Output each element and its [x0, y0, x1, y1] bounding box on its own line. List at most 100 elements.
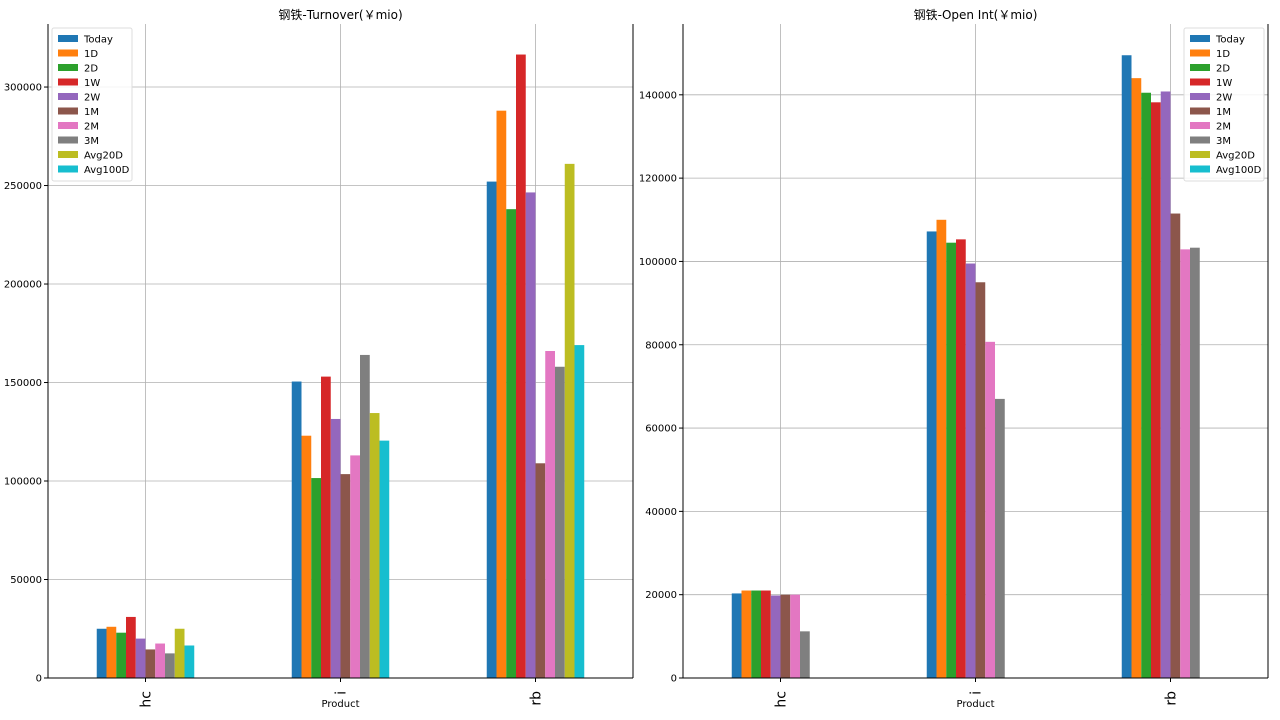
bar-avg100d-hc: [184, 645, 195, 678]
bar-3m-hc: [165, 653, 175, 678]
legend-label-2d: 2D: [1216, 64, 1230, 75]
legend-label-1w: 1W: [1216, 78, 1232, 89]
x-tick-label-i: i: [334, 691, 350, 695]
bar-1d-i: [301, 435, 312, 678]
bar-1w-i: [321, 376, 331, 678]
bar-1m-rb: [1170, 213, 1181, 678]
bar-2m-rb: [545, 351, 555, 678]
y-tick-label: 300000: [4, 83, 42, 94]
legend-label-1m: 1M: [1216, 107, 1231, 118]
legend-swatch-3m: [1190, 136, 1210, 144]
bar-avg20d-rb: [564, 163, 575, 678]
y-tick-label: 150000: [4, 378, 42, 389]
x-tick-label-hc: hc: [139, 691, 155, 708]
bar-1d-hc: [106, 626, 117, 678]
legend-label-avg100d: Avg100D: [84, 165, 130, 176]
legend-label-1d: 1D: [84, 49, 98, 60]
legend-swatch-1w: [1190, 78, 1210, 86]
legend-swatch-avg20d: [58, 151, 78, 158]
bar-2w-rb: [1160, 91, 1171, 679]
chart-title: 钢铁-Open Int(￥mio): [914, 8, 1038, 22]
bar-2w-i: [965, 263, 976, 678]
bar-1d-hc: [741, 590, 752, 678]
bar-3m-i: [360, 354, 370, 678]
legend-swatch-today: [1190, 35, 1210, 42]
open-interest-chart: 0 20000 40000 60000 80000 100000 120000 140000 h…: [639, 8, 1269, 710]
bar-1m-hc: [145, 649, 156, 678]
y-tick-label: 80000: [645, 340, 677, 351]
bar-2d-hc: [116, 632, 126, 678]
legend-label-avg20d: Avg20D: [84, 151, 123, 162]
bar-1w-i: [956, 239, 966, 678]
bar-2w-rb: [525, 192, 536, 679]
legend: Today 1D 2D 1W 2W 1M 2M 3M Avg20D Avg100D: [51, 27, 133, 182]
y-tick-label: 60000: [645, 424, 677, 435]
legend-swatch-avg100d: [1190, 165, 1210, 173]
bar-2d-i: [946, 242, 956, 678]
legend-swatch-1m: [1190, 107, 1210, 115]
bar-1d-rb: [496, 110, 507, 679]
bar-3m-rb: [555, 366, 565, 678]
y-tick-label: 140000: [639, 90, 677, 101]
bar-2m-rb: [1180, 249, 1190, 678]
legend-swatch-1m: [58, 107, 78, 115]
bar-3m-rb: [1190, 247, 1200, 678]
bar-today-rb: [1121, 55, 1132, 678]
y-tick-label: 20000: [645, 590, 677, 601]
bar-avg100d-i: [379, 440, 390, 678]
legend-label-2m: 2M: [1216, 122, 1231, 133]
legend-label-avg20d: Avg20D: [1216, 151, 1255, 162]
bar-today-hc: [731, 593, 742, 678]
legend-swatch-2w: [58, 93, 78, 100]
bar-today-hc: [96, 628, 107, 678]
turnover-chart: 0 50000 100000 150000 200000 250000 300000 hc i r…: [4, 8, 634, 710]
legend-swatch-today: [58, 35, 78, 42]
legend-label-1m: 1M: [84, 107, 99, 118]
legend-swatch-2w: [1190, 93, 1210, 100]
legend-label-2m: 2M: [84, 122, 99, 133]
legend-swatch-3m: [58, 136, 78, 144]
bar-today-i: [926, 231, 937, 678]
bar-2m-i: [985, 341, 995, 678]
bar-2m-hc: [155, 643, 165, 678]
legend-label-1d: 1D: [1216, 49, 1230, 60]
y-tick-label: 100000: [4, 477, 42, 488]
bar-2w-hc: [770, 595, 781, 678]
x-axis-label: Product: [957, 699, 995, 710]
y-tick-label: 200000: [4, 280, 42, 291]
legend-label-3m: 3M: [84, 136, 99, 147]
legend-swatch-1w: [58, 78, 78, 86]
bar-1w-hc: [761, 590, 771, 678]
bar-avg20d-hc: [174, 628, 185, 678]
legend-label-2d: 2D: [84, 64, 98, 75]
bar-3m-i: [995, 398, 1005, 678]
bar-today-rb: [486, 181, 497, 678]
bar-2w-i: [330, 418, 341, 678]
legend-swatch-1d: [58, 49, 78, 57]
legend-label-1w: 1W: [84, 78, 100, 89]
bar-1d-rb: [1131, 78, 1142, 679]
legend: Today 1D 2D 1W 2W 1M 2M 3M Avg20D Avg100D: [1183, 27, 1265, 182]
legend-label-today: Today: [1215, 35, 1245, 46]
bar-1m-rb: [535, 463, 546, 678]
bar-1w-rb: [516, 54, 526, 678]
bar-1m-i: [975, 282, 986, 678]
bar-1m-i: [340, 474, 351, 678]
y-tick-label: 120000: [639, 174, 677, 185]
x-tick-label-rb: rb: [529, 691, 545, 706]
legend-swatch-avg100d: [58, 165, 78, 173]
y-tick-label: 50000: [10, 575, 42, 586]
legend-label-3m: 3M: [1216, 136, 1231, 147]
y-tick-label: 0: [36, 674, 42, 685]
x-axis-label: Product: [322, 699, 360, 710]
bar-2d-i: [311, 478, 321, 678]
y-tick-label: 0: [671, 674, 677, 685]
legend-label-today: Today: [83, 35, 113, 46]
bar-2m-hc: [790, 594, 800, 678]
legend-label-2w: 2W: [84, 93, 100, 104]
bar-2d-hc: [751, 590, 761, 678]
legend-swatch-1d: [1190, 49, 1210, 57]
legend-swatch-avg20d: [1190, 151, 1210, 158]
legend-label-avg100d: Avg100D: [1216, 165, 1262, 176]
